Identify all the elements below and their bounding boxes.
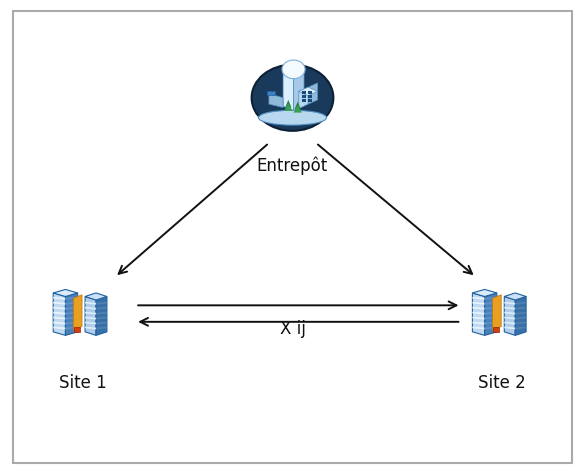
Polygon shape [85, 297, 96, 336]
Bar [308, 95, 312, 98]
Polygon shape [484, 297, 497, 300]
Polygon shape [504, 297, 515, 336]
Bar [308, 91, 312, 93]
Polygon shape [295, 101, 301, 109]
Polygon shape [283, 73, 294, 110]
Polygon shape [515, 321, 526, 324]
Polygon shape [85, 302, 96, 305]
Text: Site 1: Site 1 [59, 374, 107, 392]
Polygon shape [53, 312, 66, 315]
Polygon shape [53, 321, 66, 324]
Polygon shape [53, 293, 66, 336]
Polygon shape [85, 307, 96, 310]
Bar [493, 327, 499, 332]
Circle shape [282, 60, 305, 79]
Polygon shape [493, 295, 501, 330]
Polygon shape [96, 321, 107, 324]
Polygon shape [66, 317, 78, 319]
Polygon shape [85, 321, 96, 324]
Bar [302, 100, 305, 102]
Polygon shape [515, 302, 526, 305]
Polygon shape [473, 307, 484, 310]
Polygon shape [484, 327, 497, 329]
Polygon shape [484, 312, 497, 315]
Polygon shape [294, 73, 304, 110]
Text: X ij: X ij [280, 320, 305, 338]
Polygon shape [96, 307, 107, 310]
Polygon shape [484, 293, 497, 336]
Polygon shape [473, 297, 484, 300]
Polygon shape [85, 317, 96, 319]
Polygon shape [515, 312, 526, 315]
Circle shape [252, 64, 333, 131]
Bar [267, 91, 275, 95]
Polygon shape [96, 327, 107, 329]
Polygon shape [269, 93, 283, 108]
Polygon shape [299, 87, 318, 96]
Polygon shape [299, 87, 308, 109]
Polygon shape [473, 317, 484, 319]
Polygon shape [294, 105, 302, 113]
Ellipse shape [259, 110, 326, 125]
Bar [302, 95, 305, 98]
Polygon shape [66, 321, 78, 324]
Polygon shape [484, 307, 497, 310]
Polygon shape [284, 103, 292, 111]
Polygon shape [515, 317, 526, 319]
Polygon shape [473, 302, 484, 305]
Bar [74, 327, 80, 332]
Polygon shape [66, 307, 78, 310]
Polygon shape [504, 293, 526, 300]
Polygon shape [53, 290, 78, 297]
Bar [308, 100, 312, 102]
Polygon shape [73, 295, 82, 330]
Text: Entrepôt: Entrepôt [257, 157, 328, 175]
Polygon shape [283, 68, 304, 76]
Bar [302, 91, 305, 93]
Polygon shape [66, 297, 78, 300]
Polygon shape [53, 297, 66, 300]
Polygon shape [53, 302, 66, 305]
Polygon shape [66, 293, 78, 336]
Polygon shape [285, 100, 291, 108]
Polygon shape [504, 307, 515, 310]
Polygon shape [96, 302, 107, 305]
Polygon shape [484, 317, 497, 319]
Polygon shape [504, 327, 515, 329]
Polygon shape [484, 321, 497, 324]
Polygon shape [96, 317, 107, 319]
Polygon shape [85, 312, 96, 315]
Polygon shape [484, 302, 497, 305]
Polygon shape [473, 327, 484, 329]
Polygon shape [85, 293, 107, 300]
Polygon shape [308, 83, 318, 104]
Polygon shape [53, 327, 66, 329]
Polygon shape [515, 307, 526, 310]
Polygon shape [473, 312, 484, 315]
Text: Site 2: Site 2 [478, 374, 526, 392]
Polygon shape [504, 312, 515, 315]
Polygon shape [85, 327, 96, 329]
Polygon shape [66, 302, 78, 305]
Polygon shape [66, 327, 78, 329]
Polygon shape [504, 321, 515, 324]
Polygon shape [515, 297, 526, 336]
Polygon shape [473, 293, 484, 336]
Polygon shape [53, 307, 66, 310]
Polygon shape [96, 312, 107, 315]
Polygon shape [96, 297, 107, 336]
Polygon shape [473, 321, 484, 324]
Polygon shape [473, 290, 497, 297]
Polygon shape [504, 302, 515, 305]
Polygon shape [515, 327, 526, 329]
Polygon shape [53, 317, 66, 319]
Polygon shape [66, 312, 78, 315]
Polygon shape [504, 317, 515, 319]
